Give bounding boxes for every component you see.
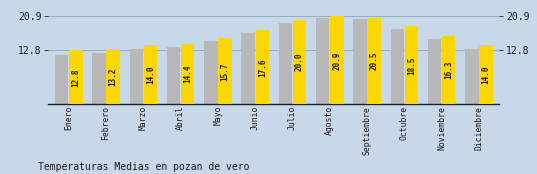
Bar	[256, 30, 269, 104]
Bar	[353, 19, 367, 104]
Text: 16.3: 16.3	[444, 61, 453, 79]
Bar	[330, 16, 344, 104]
Bar	[242, 34, 255, 104]
Text: 15.7: 15.7	[221, 62, 229, 81]
Bar	[428, 39, 441, 104]
Bar	[465, 49, 478, 104]
Text: 18.5: 18.5	[407, 56, 416, 75]
Bar	[480, 45, 493, 104]
Bar	[390, 29, 404, 104]
Text: 12.8: 12.8	[71, 68, 81, 87]
Bar	[167, 47, 180, 104]
Text: 13.2: 13.2	[108, 67, 118, 86]
Bar	[367, 18, 381, 104]
Bar	[279, 23, 292, 104]
Text: 20.5: 20.5	[369, 52, 379, 70]
Bar	[405, 26, 418, 104]
Bar	[181, 44, 194, 104]
Text: 20.9: 20.9	[332, 51, 342, 70]
Bar	[92, 53, 106, 104]
Bar	[69, 50, 83, 104]
Bar	[106, 49, 120, 104]
Bar	[204, 41, 217, 104]
Text: 14.0: 14.0	[146, 66, 155, 84]
Bar	[144, 45, 157, 104]
Bar	[219, 38, 232, 104]
Text: 14.4: 14.4	[183, 65, 192, 83]
Text: Temperaturas Medias en pozan de vero: Temperaturas Medias en pozan de vero	[38, 162, 249, 172]
Bar	[55, 55, 68, 104]
Text: 17.6: 17.6	[258, 58, 267, 77]
Text: 20.0: 20.0	[295, 53, 304, 72]
Bar	[129, 49, 143, 104]
Bar	[293, 20, 306, 104]
Bar	[316, 18, 329, 104]
Text: 14.0: 14.0	[482, 66, 490, 84]
Bar	[442, 36, 455, 104]
